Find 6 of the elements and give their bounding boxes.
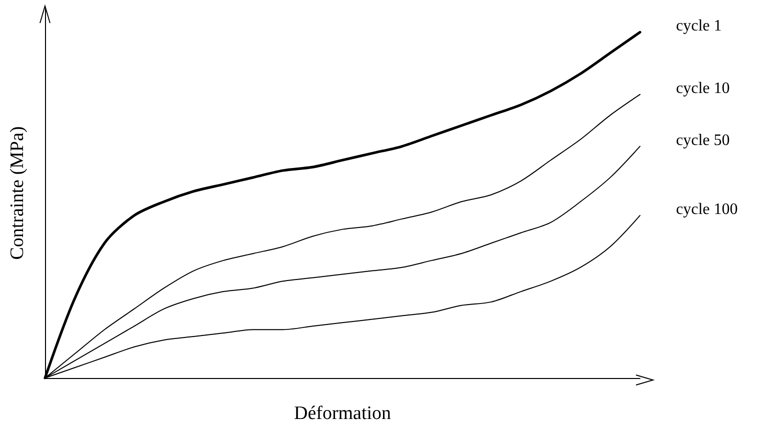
y-axis-title: Contrainte (MPa) — [7, 126, 28, 260]
text: cycle 1 — [676, 18, 722, 35]
text: cycle 50 — [676, 132, 730, 149]
text: cycle 10 — [676, 80, 730, 97]
text: cycle 100 — [676, 200, 738, 218]
x-axis-title: Déformation — [294, 403, 392, 424]
